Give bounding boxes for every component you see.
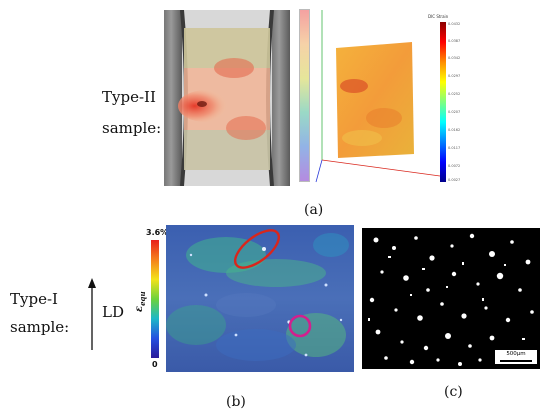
- strain-symbol-epsilon: ε: [134, 305, 145, 312]
- strain-symbol: εequ: [134, 270, 147, 330]
- ld-arrow-icon: [86, 278, 98, 350]
- ld-label: LD: [102, 303, 124, 321]
- type-ii-specimen-image: [164, 9, 290, 187]
- caption-c: (c): [444, 384, 463, 400]
- type-i-label: Type-I: [10, 290, 58, 308]
- dic-colorbar-title: DIC Strain: [428, 14, 449, 19]
- scale-bar-label: 500μm: [506, 351, 526, 357]
- dic-colorbar: [440, 22, 446, 182]
- strain-colorbar-min: 0: [152, 360, 158, 369]
- type-i-sample-label: sample:: [10, 318, 70, 336]
- caption-a: (a): [304, 202, 324, 218]
- type-ii-sample-label: sample:: [102, 119, 162, 137]
- highlight-ellipse: [234, 229, 280, 269]
- strain-colorbar: [151, 240, 159, 358]
- scale-bar-line: [500, 360, 532, 362]
- dic-colorbar-ticks: 0.0432 0.0387 0.0342 0.0297 0.0252 0.020…: [448, 22, 461, 182]
- caption-b: (b): [226, 394, 246, 410]
- type-ii-label: Type-II: [102, 88, 156, 106]
- scale-bar: 500μm: [494, 349, 538, 365]
- strain-colorbar-max: 3.6%: [146, 228, 169, 237]
- type-i-strain-map: [166, 225, 354, 372]
- type-ii-colorbar-strip: [299, 9, 310, 182]
- type-ii-3d-plot: [314, 8, 444, 184]
- highlight-circle: [288, 314, 312, 338]
- binary-particle-image: 500μm: [362, 228, 540, 369]
- strain-symbol-sub: equ: [138, 291, 147, 306]
